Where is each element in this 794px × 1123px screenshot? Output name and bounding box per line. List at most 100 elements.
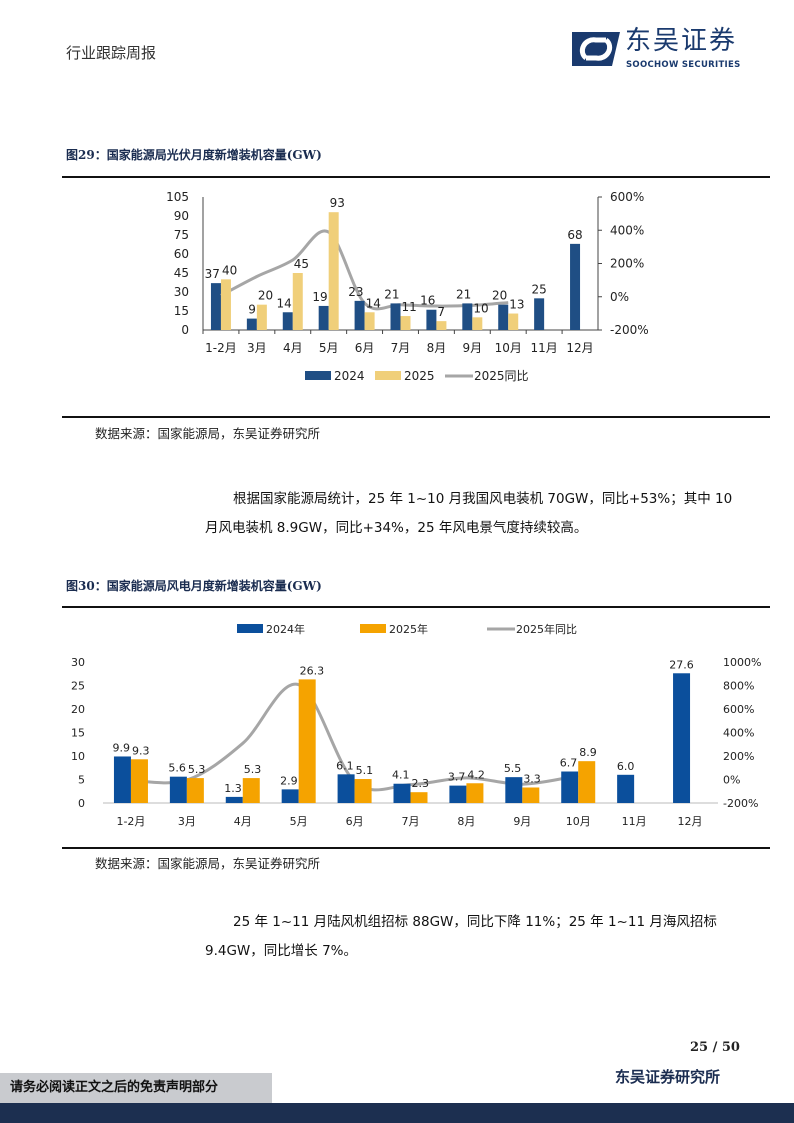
legend-label: 2024 bbox=[334, 369, 365, 383]
y-right-tick-label: 0% bbox=[610, 290, 629, 304]
bar-2025 bbox=[256, 304, 267, 330]
data-label: 7 bbox=[437, 305, 445, 319]
data-label: 37 bbox=[205, 267, 220, 281]
x-tick-label: 4月 bbox=[234, 815, 252, 828]
figure30-source: 数据来源：国家能源局，东吴证券研究所 bbox=[95, 856, 321, 871]
legend-label: 2025年同比 bbox=[516, 622, 577, 636]
x-tick-label: 9月 bbox=[513, 815, 531, 828]
bar-2024年 bbox=[449, 785, 467, 803]
paragraph-text: 根据国家能源局统计，25 年 1~10 月我国风电装机 70GW，同比+53%；… bbox=[205, 491, 733, 536]
bar-2025年 bbox=[578, 761, 596, 803]
data-label: 2.9 bbox=[280, 774, 298, 787]
legend-swatch bbox=[375, 371, 401, 380]
data-label: 5.1 bbox=[356, 764, 374, 777]
y-left-tick-label: 30 bbox=[174, 285, 189, 299]
legend-label: 2024年 bbox=[266, 622, 305, 636]
bar-2024 bbox=[354, 300, 365, 330]
y-right-tick-label: -200% bbox=[610, 323, 649, 337]
bar-2025 bbox=[292, 273, 303, 330]
paragraph-text: 25 年 1~11 月陆风机组招标 88GW，同比下降 11%；25 年 1~1… bbox=[205, 914, 717, 959]
y-right-tick-label: 0% bbox=[723, 774, 740, 787]
bar-2024 bbox=[390, 303, 401, 330]
bar-2024年 bbox=[225, 796, 243, 803]
wind-installations-chart: 0 5 10 15 20 25 30 -200% 0% 200% 400% 600% 800% 1000%… bbox=[71, 622, 761, 828]
data-label: 11 bbox=[402, 300, 417, 314]
data-label: 19 bbox=[312, 290, 327, 304]
bar-2024 bbox=[570, 243, 581, 330]
y-right-tick-label: 600% bbox=[610, 190, 644, 204]
x-tick-label: 3月 bbox=[178, 815, 196, 828]
legend-label: 2025同比 bbox=[474, 369, 529, 383]
data-label: 9.3 bbox=[132, 744, 150, 757]
y-right-tick-label: 600% bbox=[723, 703, 754, 716]
x-tick-label: 7月 bbox=[402, 815, 420, 828]
bar-2025 bbox=[328, 212, 339, 330]
y-left-tick-label: 90 bbox=[174, 209, 189, 223]
report-type: 行业跟踪周报 bbox=[66, 44, 157, 62]
x-tick-label: 3月 bbox=[247, 341, 267, 355]
y-left-tick-label: 60 bbox=[174, 247, 189, 261]
y-right-tick-label: 400% bbox=[610, 223, 644, 237]
bar-2024 bbox=[210, 283, 221, 330]
disclaimer-link[interactable]: 请务必阅读正文之后的免责声明部分 bbox=[0, 1073, 272, 1103]
legend-label: 2025 bbox=[404, 369, 435, 383]
line-2025年同比 bbox=[130, 682, 579, 792]
bar-2024年 bbox=[281, 789, 299, 803]
bar-2025 bbox=[400, 316, 411, 330]
bar-2024年 bbox=[561, 771, 579, 803]
bar-2024年 bbox=[505, 777, 523, 803]
y-right-tick-label: 200% bbox=[610, 257, 644, 271]
legend-swatch bbox=[237, 624, 263, 633]
y-left-tick-label: 15 bbox=[174, 304, 189, 318]
data-label: 14 bbox=[276, 296, 291, 310]
bar-2025 bbox=[364, 312, 375, 330]
y-left-tick-label: 15 bbox=[71, 727, 85, 740]
bar-2024年 bbox=[393, 783, 411, 803]
paragraph-wind-tenders: 25 年 1~11 月陆风机组招标 88GW，同比下降 11%；25 年 1~1… bbox=[205, 908, 740, 966]
divider bbox=[62, 416, 770, 418]
paragraph-wind-installations: 根据国家能源局统计，25 年 1~10 月我国风电装机 70GW，同比+53%；… bbox=[205, 485, 740, 543]
data-label: 45 bbox=[294, 257, 309, 271]
divider bbox=[62, 176, 770, 178]
bar-2025年 bbox=[354, 779, 372, 803]
legend-swatch bbox=[305, 371, 331, 380]
footer-bar bbox=[0, 1103, 794, 1123]
x-tick-label: 12月 bbox=[566, 341, 593, 355]
divider bbox=[62, 847, 770, 849]
figure29-source: 数据来源：国家能源局，东吴证券研究所 bbox=[95, 426, 321, 441]
y-right-tick-label: 1000% bbox=[723, 656, 761, 669]
y-right-tick-label: 200% bbox=[723, 750, 754, 763]
bar-2024年 bbox=[617, 774, 635, 803]
bar-2024年 bbox=[337, 774, 355, 803]
legend-swatch bbox=[360, 624, 386, 633]
data-label: 68 bbox=[567, 228, 582, 242]
bar-2024 bbox=[534, 298, 545, 330]
data-label: 21 bbox=[384, 287, 399, 301]
y-left-tick-label: 75 bbox=[174, 228, 189, 242]
data-label: 4.1 bbox=[392, 769, 410, 782]
x-tick-label: 8月 bbox=[427, 341, 447, 355]
bar-2024年 bbox=[113, 756, 131, 803]
data-label: 10 bbox=[473, 301, 488, 315]
data-label: 21 bbox=[456, 287, 471, 301]
y-right-tick-label: 800% bbox=[723, 680, 754, 693]
bar-2025年 bbox=[466, 783, 484, 803]
data-label: 5.5 bbox=[504, 762, 522, 775]
bar-2025年 bbox=[522, 787, 540, 803]
bar-2024年 bbox=[169, 776, 187, 803]
x-tick-label: 6月 bbox=[355, 341, 375, 355]
figure30-title: 图30：国家能源局风电月度新增装机容量(GW) bbox=[66, 579, 322, 593]
legend-label: 2025年 bbox=[389, 622, 428, 636]
y-left-tick-label: 25 bbox=[71, 680, 85, 693]
x-tick-label: 5月 bbox=[290, 815, 308, 828]
bar-2024 bbox=[246, 318, 257, 330]
y-right-tick-label: 400% bbox=[723, 727, 754, 740]
data-label: 25 bbox=[531, 282, 546, 296]
data-label: 20 bbox=[492, 289, 507, 303]
bar-2025年 bbox=[410, 792, 428, 803]
x-tick-label: 6月 bbox=[346, 815, 364, 828]
data-label: 16 bbox=[420, 294, 435, 308]
pv-installations-chart: 0 15 30 45 60 75 90 105 -200% 0% 200% 400% 600% 1-2月 3… bbox=[166, 190, 649, 383]
x-tick-label: 5月 bbox=[319, 341, 339, 355]
